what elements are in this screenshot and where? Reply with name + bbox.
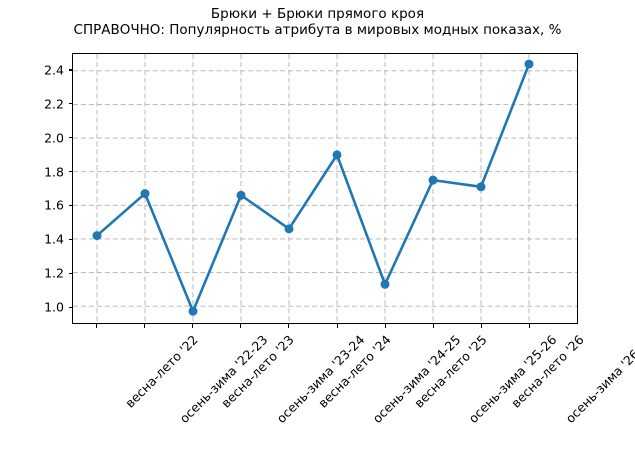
x-axis-tick-mark xyxy=(336,324,338,328)
y-axis-tick-label: 1.2 xyxy=(44,265,64,281)
y-axis-tick-label: 1.8 xyxy=(44,164,64,180)
y-axis-tick-label: 2.4 xyxy=(44,62,64,78)
line-series: весна-лето '22: 1.42 осень-зима '22-23: 1… xyxy=(92,59,534,316)
x-axis-tick-mark xyxy=(95,324,97,328)
data-point-marker[interactable]: осень-зима '26-27: 2.44 xyxy=(524,59,534,69)
data-point-marker[interactable]: осень-зима '25-26: 1.75 xyxy=(428,175,438,185)
x-axis-tick-labels: весна-лето '22 осень-зима '22-23 весна-лет… xyxy=(72,324,635,450)
x-axis-tick-mark xyxy=(529,324,531,328)
y-axis-tick-mark xyxy=(68,204,72,207)
series-line xyxy=(95,62,531,313)
x-axis-tick-mark xyxy=(143,324,145,328)
data-point-marker[interactable]: весна-лето '26: 1.71 xyxy=(476,182,486,192)
data-point-marker[interactable]: осень-зима '22-23: 1.67 xyxy=(140,189,150,199)
x-axis-tick-mark xyxy=(288,324,290,328)
data-point-marker[interactable]: весна-лето '22: 1.42 xyxy=(92,231,102,241)
plot-area: весна-лето '22: 1.42 осень-зима '22-23: 1… xyxy=(72,53,578,324)
data-point-marker[interactable]: весна-лето '23: 0.97 xyxy=(188,306,198,316)
y-axis-tick-label: 1.4 xyxy=(44,231,64,247)
y-axis-tick-labels: 1.0 1.2 1.4 1.6 1.8 2.0 2.2 2.4 xyxy=(0,53,64,324)
x-axis-tick-mark xyxy=(191,324,194,328)
y-axis-tick-mark xyxy=(68,137,72,139)
x-axis-tick-mark xyxy=(432,324,435,328)
y-axis-tick-mark xyxy=(68,238,72,240)
data-point-marker[interactable]: весна-лето '24: 1.46 xyxy=(284,224,294,234)
x-axis-tick-label: весна-лето '22 xyxy=(122,332,201,411)
chart-title-line-2: СПРАВОЧНО: Популярность атрибута в миров… xyxy=(73,22,562,39)
x-axis-tick-mark xyxy=(384,324,386,328)
data-point-marker[interactable]: осень-зима '24-25: 1.9 xyxy=(332,150,342,160)
y-axis-tick-mark xyxy=(68,306,72,308)
y-axis-tick-mark xyxy=(68,69,72,71)
y-axis-tick-label: 1.0 xyxy=(44,299,64,315)
y-axis-tick-label: 2.0 xyxy=(44,130,64,146)
y-axis-tick-mark xyxy=(68,171,72,173)
data-point-marker[interactable]: осень-зима '23-24: 1.66 xyxy=(236,190,246,200)
y-axis-tick-mark xyxy=(68,103,72,105)
x-axis-tick-mark xyxy=(481,324,483,328)
x-axis-tick-mark xyxy=(240,324,242,328)
y-axis-tick-label: 1.6 xyxy=(44,197,64,213)
chart-title-line-1: Брюки + Брюки прямого кроя xyxy=(210,6,425,22)
chart-title: Брюки + Брюки прямого кроя СПРАВОЧНО: По… xyxy=(0,6,635,39)
y-axis-tick-mark xyxy=(68,272,72,274)
y-axis-tick-label: 2.2 xyxy=(44,96,64,112)
data-point-marker[interactable]: весна-лето '25: 1.13 xyxy=(380,279,390,289)
